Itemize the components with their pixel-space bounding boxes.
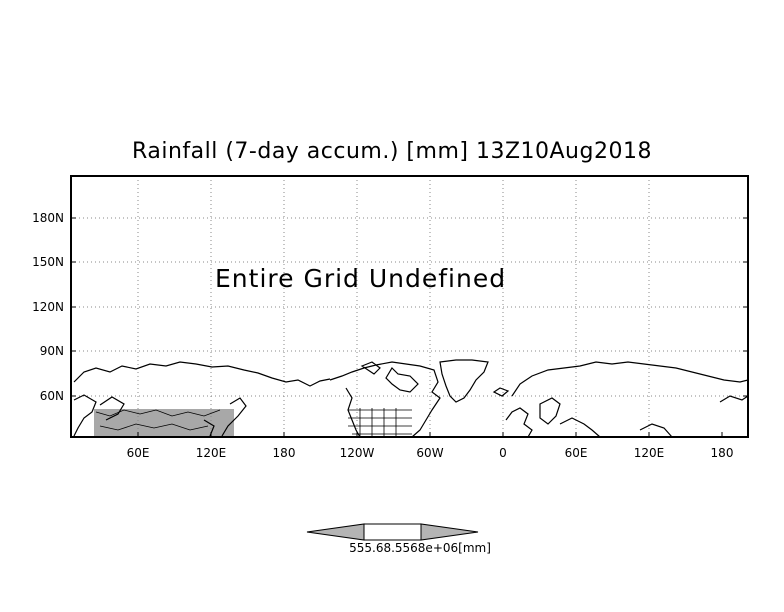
x-tick-120e: 120E	[196, 446, 227, 460]
x-tick-120w: 120W	[340, 446, 375, 460]
coastline-north-america	[329, 361, 441, 438]
x-tick-180: 180	[273, 446, 296, 460]
coastline-us-states	[348, 408, 412, 437]
colorbar	[306, 523, 479, 541]
map-title: Rainfall (7-day accum.) [mm] 13Z10Aug201…	[132, 139, 652, 164]
colorbar-right-triangle	[420, 523, 479, 541]
tick-marks	[71, 217, 748, 437]
y-tick-150n: 150N	[32, 255, 64, 269]
coastline-greenland	[439, 359, 489, 403]
x-tick-60w: 60W	[416, 446, 443, 460]
coastline-asia-detail	[95, 409, 221, 431]
x-tick-0: 0	[499, 446, 507, 460]
colorbar-left-triangle	[306, 523, 365, 541]
colorbar-label: 555.68.5568e+06[mm]	[349, 541, 491, 555]
x-tick-180-2: 180	[711, 446, 734, 460]
y-tick-60n: 60N	[40, 389, 64, 403]
coastlines	[73, 359, 749, 438]
grid-lines	[71, 176, 748, 437]
colorbar-middle-box	[363, 523, 422, 541]
x-tick-60e-2: 60E	[565, 446, 588, 460]
plot-frame	[70, 175, 749, 438]
coastline-eurasia-west	[73, 361, 331, 437]
y-tick-180n: 180N	[32, 211, 64, 225]
y-tick-90n: 90N	[40, 344, 64, 358]
x-tick-120e-2: 120E	[634, 446, 665, 460]
x-tick-60e: 60E	[127, 446, 150, 460]
undefined-grid-annotation: Entire Grid Undefined	[215, 264, 506, 293]
coastline-europe	[492, 361, 749, 438]
y-tick-120n: 120N	[32, 300, 64, 314]
